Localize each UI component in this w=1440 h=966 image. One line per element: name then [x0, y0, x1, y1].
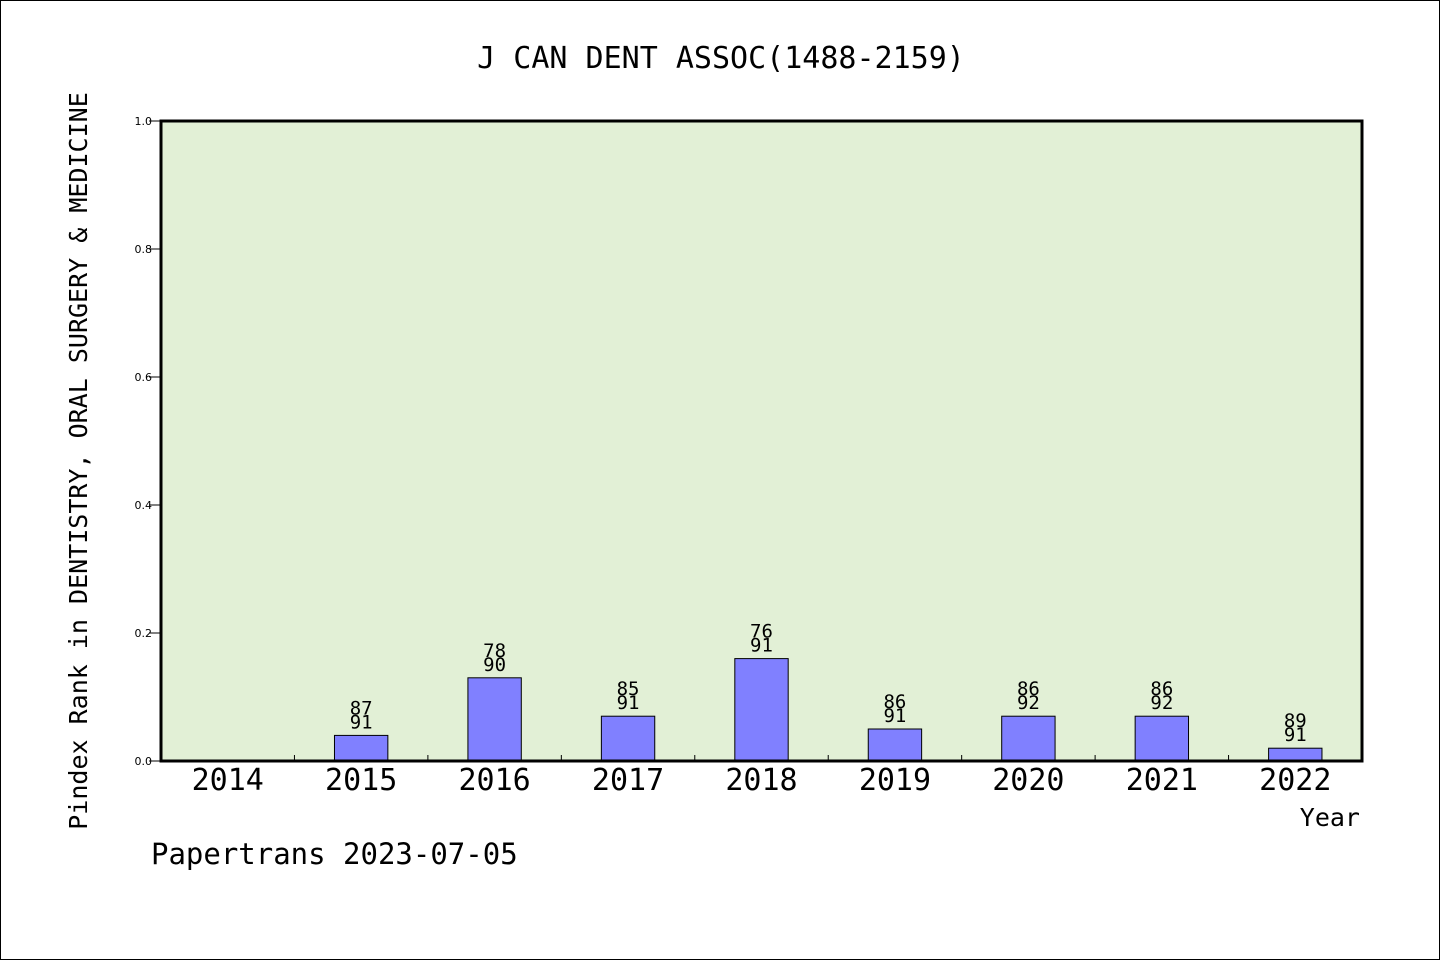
x-tick-label: 2014 — [192, 763, 264, 798]
bar — [867, 728, 923, 762]
bar-rank-label: 76 — [750, 621, 773, 643]
y-axis: 0.0 0.2 0.4 0.6 0.8 1.0 — [135, 115, 161, 768]
x-tick-label: 2019 — [859, 763, 931, 798]
y-tick-label: 0.4 — [135, 499, 153, 512]
bar-total-label: 90 — [483, 654, 506, 676]
y-tick-label: 0.0 — [135, 755, 153, 768]
y-tick-label: 0.2 — [135, 627, 153, 640]
bar — [734, 658, 789, 762]
bar — [333, 734, 389, 762]
bar-rank-label: 85 — [617, 678, 640, 700]
bar — [1268, 747, 1323, 762]
y-tick-label: 1.0 — [135, 115, 153, 128]
x-axis-label: Year — [1300, 803, 1360, 832]
y-tick-label: 0.8 — [135, 243, 153, 256]
x-tick-label: 2021 — [1126, 763, 1198, 798]
x-tick-label: 2020 — [992, 763, 1064, 798]
plot-border — [159, 119, 1364, 763]
x-tick-label: 2017 — [592, 763, 664, 798]
bar-total-label: 91 — [750, 635, 773, 657]
bar-rank-label: 89 — [1284, 710, 1307, 732]
x-tick-label: 2022 — [1259, 763, 1331, 798]
bar-total-label: 91 — [883, 705, 906, 727]
bar — [467, 677, 522, 762]
x-tick-label: 2016 — [458, 763, 530, 798]
x-tick-label: 2018 — [725, 763, 797, 798]
bar-total-label: 91 — [617, 692, 640, 714]
bar-total-label: 91 — [1284, 724, 1307, 746]
chart-title: J CAN DENT ASSOC(1488-2159) — [477, 41, 965, 76]
bar — [600, 715, 656, 762]
footer-credit: Papertrans 2023-07-05 — [151, 837, 518, 871]
bar-rank-label: 86 — [1150, 678, 1173, 700]
bar-total-label: 92 — [1150, 692, 1173, 714]
bar-rank-label: 87 — [350, 697, 373, 719]
x-tick-label: 2015 — [325, 763, 397, 798]
plot-area — [161, 121, 1362, 761]
bar — [1001, 715, 1056, 762]
bar-rank-label: 86 — [1017, 678, 1040, 700]
bars — [333, 658, 1323, 762]
y-tick-label: 0.6 — [135, 371, 153, 384]
bar-total-label: 92 — [1017, 692, 1040, 714]
bar-rank-label: 78 — [483, 640, 506, 662]
y-axis-label: Pindex Rank in DENTISTRY, ORAL SURGERY &… — [64, 92, 93, 830]
x-axis: 2014 2015 2016 2017 2018 2019 2020 2021 2022 — [192, 755, 1331, 798]
bar-total-label: 91 — [350, 711, 373, 733]
bar — [1134, 715, 1190, 762]
bar-rank-label: 86 — [883, 691, 906, 713]
